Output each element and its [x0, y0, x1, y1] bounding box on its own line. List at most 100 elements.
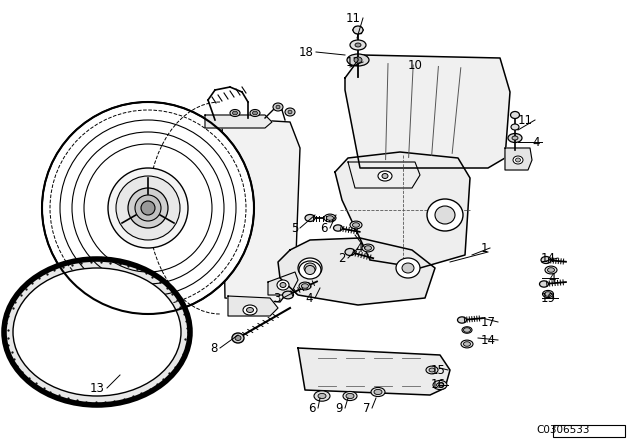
Text: 17: 17	[481, 315, 496, 328]
Ellipse shape	[362, 244, 374, 252]
Ellipse shape	[301, 284, 308, 288]
Polygon shape	[278, 238, 435, 305]
Ellipse shape	[350, 221, 362, 229]
Ellipse shape	[435, 206, 455, 224]
Text: 14: 14	[481, 333, 496, 346]
Ellipse shape	[463, 342, 470, 346]
Ellipse shape	[512, 136, 518, 140]
Ellipse shape	[108, 168, 188, 248]
Ellipse shape	[305, 266, 315, 275]
Ellipse shape	[355, 43, 361, 47]
Ellipse shape	[42, 102, 254, 314]
Ellipse shape	[511, 112, 520, 119]
Ellipse shape	[350, 40, 366, 50]
Text: 11: 11	[346, 12, 361, 25]
Ellipse shape	[347, 54, 369, 66]
Ellipse shape	[513, 156, 523, 164]
Ellipse shape	[343, 392, 357, 401]
Polygon shape	[222, 118, 300, 302]
Ellipse shape	[396, 258, 420, 278]
Ellipse shape	[353, 26, 363, 34]
Ellipse shape	[232, 333, 244, 343]
Ellipse shape	[511, 124, 519, 130]
Ellipse shape	[426, 366, 438, 374]
Text: 3: 3	[274, 292, 281, 305]
Text: C0306533: C0306533	[536, 425, 590, 435]
Ellipse shape	[458, 317, 467, 323]
Ellipse shape	[547, 268, 554, 272]
Ellipse shape	[346, 393, 354, 399]
Ellipse shape	[543, 290, 554, 297]
Ellipse shape	[304, 263, 316, 273]
Text: 14: 14	[541, 251, 556, 264]
Ellipse shape	[365, 246, 371, 250]
Ellipse shape	[427, 199, 463, 231]
Polygon shape	[505, 148, 532, 170]
Ellipse shape	[318, 393, 326, 399]
Text: 4: 4	[548, 271, 556, 284]
Polygon shape	[298, 348, 450, 395]
Ellipse shape	[541, 257, 551, 263]
Ellipse shape	[463, 328, 470, 332]
Ellipse shape	[378, 171, 392, 181]
Text: 15: 15	[431, 363, 446, 376]
Ellipse shape	[326, 216, 333, 220]
Text: 10: 10	[408, 59, 423, 72]
Text: 7: 7	[362, 401, 370, 414]
Ellipse shape	[299, 282, 311, 290]
Polygon shape	[268, 272, 298, 295]
Ellipse shape	[246, 307, 253, 313]
Ellipse shape	[333, 225, 342, 231]
Text: 6: 6	[308, 401, 316, 414]
Ellipse shape	[277, 280, 289, 290]
Text: 19: 19	[541, 292, 556, 305]
Ellipse shape	[345, 249, 355, 255]
Text: 1: 1	[481, 241, 488, 254]
Text: 12: 12	[346, 56, 361, 69]
Ellipse shape	[515, 158, 520, 162]
Ellipse shape	[382, 173, 388, 178]
Polygon shape	[228, 296, 278, 316]
Ellipse shape	[436, 383, 444, 387]
Ellipse shape	[235, 336, 241, 340]
Text: 8: 8	[211, 341, 218, 354]
Ellipse shape	[280, 283, 286, 288]
Ellipse shape	[298, 258, 322, 278]
Ellipse shape	[232, 111, 237, 115]
Ellipse shape	[305, 215, 315, 221]
Ellipse shape	[282, 291, 294, 299]
Ellipse shape	[253, 111, 257, 115]
Ellipse shape	[324, 214, 336, 222]
Ellipse shape	[402, 263, 414, 273]
Ellipse shape	[433, 380, 447, 390]
Text: 4: 4	[532, 135, 540, 148]
Ellipse shape	[250, 109, 260, 116]
Text: 5: 5	[291, 221, 298, 234]
Ellipse shape	[116, 176, 180, 240]
Ellipse shape	[371, 388, 385, 396]
Ellipse shape	[545, 266, 557, 274]
Ellipse shape	[508, 134, 522, 142]
Ellipse shape	[230, 109, 240, 116]
Ellipse shape	[13, 268, 181, 396]
Ellipse shape	[285, 108, 295, 116]
Bar	[553, 425, 625, 437]
Text: 4: 4	[305, 292, 313, 305]
Ellipse shape	[288, 110, 292, 114]
Text: 16: 16	[431, 379, 446, 392]
Text: 11: 11	[518, 113, 533, 126]
Ellipse shape	[273, 103, 283, 111]
Text: 13: 13	[90, 382, 105, 395]
Text: 18: 18	[299, 46, 314, 59]
Ellipse shape	[545, 292, 552, 296]
Ellipse shape	[354, 57, 362, 63]
Ellipse shape	[135, 195, 161, 221]
Ellipse shape	[299, 261, 321, 279]
Ellipse shape	[243, 305, 257, 315]
Ellipse shape	[128, 188, 168, 228]
Text: 4: 4	[355, 241, 363, 254]
Ellipse shape	[314, 391, 330, 401]
Text: 9: 9	[335, 401, 343, 414]
Polygon shape	[348, 162, 420, 188]
Ellipse shape	[276, 105, 280, 109]
